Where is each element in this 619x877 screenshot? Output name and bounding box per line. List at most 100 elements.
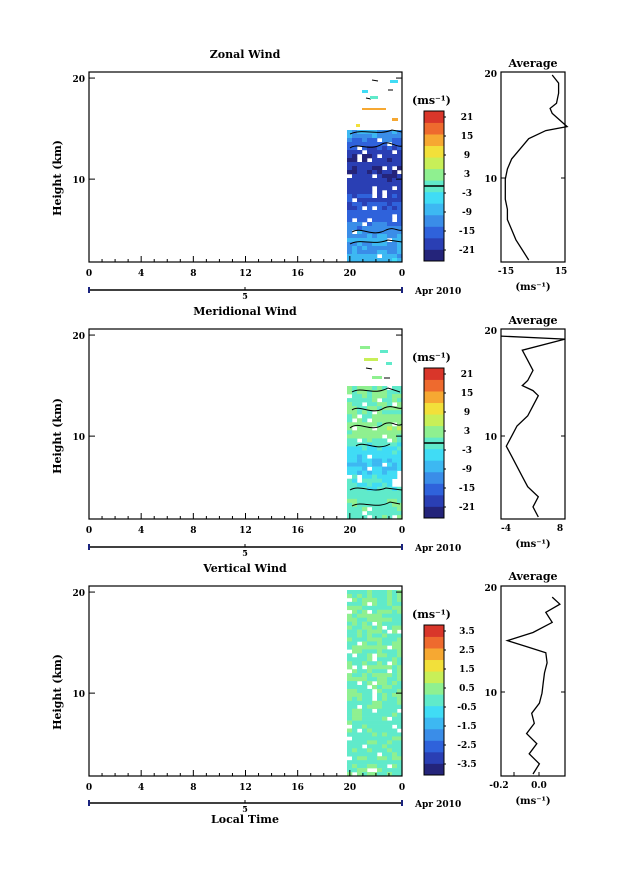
colorbar-segment [424,648,444,661]
heatmap-cell [377,258,383,263]
colorbar-tick-label: 3 [464,427,470,437]
heatmap-cell [357,446,363,451]
heatmap-cell [362,466,368,471]
heatmap-cell [372,406,378,411]
heatmap-cell [352,740,358,745]
colorbar-segment [424,448,444,461]
heatmap-contours [349,367,403,507]
heatmap-cell [372,613,378,619]
heatmap-cell [362,661,368,666]
heatmap-cell [392,158,398,163]
heatmap-cell [357,202,363,207]
heatmap-cell [372,214,378,219]
heatmap-cell [352,728,358,733]
colorbar-tick-label: 15 [461,389,474,399]
heatmap-cell [372,402,378,407]
heatmap-cell [392,506,398,512]
x-tick-label: 4 [138,269,144,279]
heatmap-cell [382,490,388,496]
heatmap-cell [397,684,403,690]
y-tick-label: 10 [72,690,85,700]
heatmap-cell [387,470,393,475]
heatmap-cell [377,760,383,765]
heatmap-cell [347,226,353,231]
heatmap-cell [392,677,398,682]
colorbar-segment [424,391,444,404]
heatmap-cell [367,673,373,678]
heatmap-cell [382,134,388,139]
heatmap-cell [382,681,388,686]
heatmap-cell [377,736,383,741]
heatmap-cell [382,768,388,773]
heatmap-cell [352,226,358,231]
heatmap-cell [352,724,358,729]
heatmap-cell [357,206,363,211]
heatmap-cell [367,605,373,611]
heatmap-cell [387,605,393,611]
heatmap-cell [352,146,358,151]
heatmap-cell [387,736,393,741]
heatmap-cell [352,482,358,488]
heatmap-cell [372,234,378,239]
heatmap-cell [362,649,368,654]
heatmap-cell [362,390,368,395]
heatmap-cell [392,446,398,451]
heatmap-cell [382,677,388,682]
heatmap-cell [347,462,353,467]
heatmap-cell [397,768,403,773]
heatmap-cell [347,601,353,607]
heatmap-cell [382,186,388,191]
heatmap-cell [392,178,398,183]
heatmap-cell [357,166,363,171]
heatmap-cell [392,190,398,195]
heatmap-cell [347,661,353,666]
heatmap-cell [377,601,383,607]
heatmap-cell [362,230,368,235]
heatmap-cell [397,402,403,407]
heatmap-cell [347,486,353,492]
heatmap-cell [392,704,398,710]
heatmap-cell [372,704,378,710]
heatmap-cell [392,210,398,215]
heatmap-cell [362,178,368,183]
heatmap-cell [387,226,393,231]
heatmap-cell [372,430,378,435]
heatmap-cell [352,254,358,259]
heatmap-cell [382,696,388,702]
heatmap-cell [357,390,363,395]
heatmap-cell [382,593,388,599]
heatmap-cell [347,677,353,682]
heatmap-cell [382,174,388,179]
heatmap-cell [397,218,403,223]
heatmap-cell [392,390,398,395]
heatmap-cell [397,146,403,151]
heatmap-cell [382,736,388,741]
heatmap-cell [382,617,388,622]
heatmap-cell [362,190,368,195]
heatmap-cell [387,748,393,753]
heatmap-cell [357,434,363,439]
heatmap-cell [377,669,383,674]
heatmap-cell [387,681,393,686]
heatmap-cell [347,390,353,395]
heatmap-cell [387,684,393,690]
heatmap-cell [387,150,393,155]
panel-title: Vertical Wind [202,562,287,575]
heatmap-cell [387,601,393,607]
heatmap-cell [347,442,353,447]
heatmap-cell [347,605,353,611]
date-label: Apr 2010 [414,800,461,810]
heatmap-cell [387,625,393,630]
heatmap-cell [357,629,363,634]
heatmap-cell [362,502,368,508]
colorbar-tick-label: -9 [462,208,472,218]
heatmap-cell [347,214,353,219]
heatmap-cell [357,466,363,471]
heatmap-cell [382,466,388,471]
heatmap-cell [362,454,368,459]
heatmap-cell [382,760,388,765]
average-panel: Average 10 20 -15 15 (ms⁻¹) [484,57,569,293]
heatmap-cell [387,613,393,619]
heatmap-cell [397,134,403,139]
